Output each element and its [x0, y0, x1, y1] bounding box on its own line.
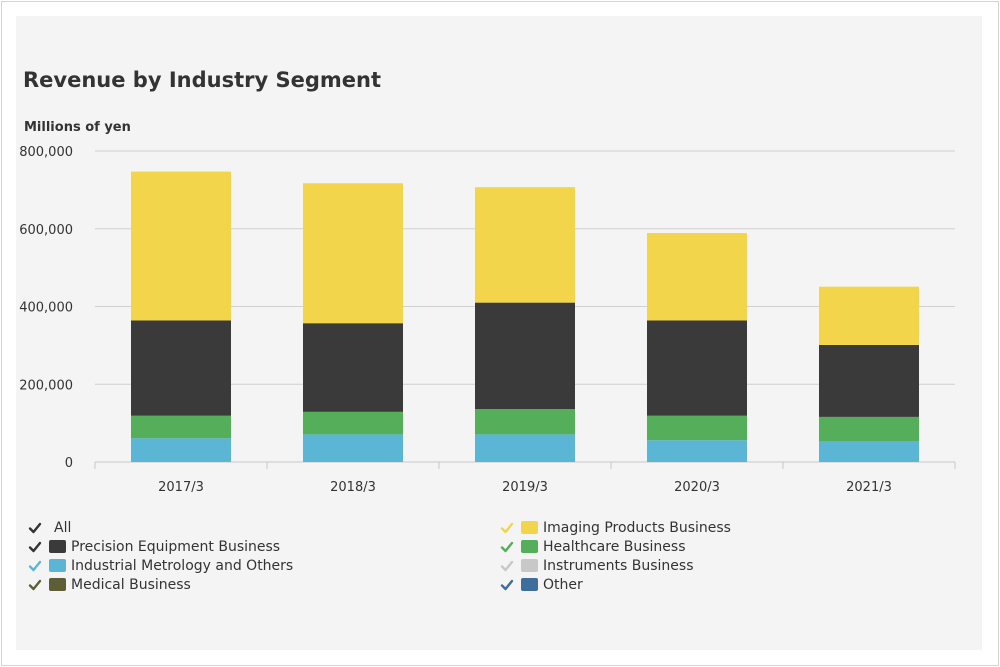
x-tick-label: 2017/3	[158, 480, 204, 495]
bar-segment[interactable]	[131, 438, 231, 462]
checkmark-icon	[500, 559, 514, 573]
y-tick-label: 600,000	[19, 223, 73, 238]
legend-swatch	[49, 559, 66, 572]
bar-segment[interactable]	[475, 434, 575, 462]
legend-swatch	[49, 540, 66, 553]
legend-swatch	[521, 540, 538, 553]
legend-item[interactable]: Precision Equipment Business	[28, 537, 280, 556]
legend-label: Industrial Metrology and Others	[71, 557, 294, 574]
legend-label: All	[54, 519, 72, 536]
bar-segment[interactable]	[819, 286, 919, 345]
legend-item[interactable]: Healthcare Business	[500, 537, 686, 556]
x-tick-label: 2018/3	[330, 480, 376, 495]
legend-item[interactable]: Industrial Metrology and Others	[28, 556, 293, 575]
bar-segment[interactable]	[647, 320, 747, 416]
bar-segment[interactable]	[475, 409, 575, 435]
bar-segment[interactable]	[303, 434, 403, 462]
bar-segment[interactable]	[475, 302, 575, 410]
y-tick-label: 200,000	[19, 378, 73, 393]
legend-swatch	[521, 559, 538, 572]
legend-item[interactable]: Instruments Business	[500, 556, 694, 575]
bar-segment[interactable]	[131, 415, 231, 439]
checkmark-icon	[500, 540, 514, 554]
bar-segment[interactable]	[303, 323, 403, 412]
bar-segment[interactable]	[647, 440, 747, 462]
bar-segment[interactable]	[647, 415, 747, 441]
bar-segment[interactable]	[819, 344, 919, 417]
legend-swatch	[521, 521, 538, 534]
legend-label: Instruments Business	[543, 557, 694, 574]
bar-segment[interactable]	[819, 416, 919, 442]
legend-item[interactable]: Imaging Products Business	[500, 518, 731, 537]
legend-label: Medical Business	[71, 576, 191, 593]
bar-segment[interactable]	[303, 411, 403, 435]
bar-segment[interactable]	[131, 320, 231, 416]
checkmark-icon	[28, 521, 42, 535]
legend-label: Healthcare Business	[543, 538, 686, 555]
unit-label: Millions of yen	[24, 120, 131, 135]
bar-segment[interactable]	[647, 233, 747, 321]
checkmark-icon	[28, 559, 42, 573]
legend-label: Other	[543, 576, 583, 593]
checkmark-icon	[28, 578, 42, 592]
bar-segment[interactable]	[303, 183, 403, 324]
legend-item[interactable]: Other	[500, 575, 583, 594]
x-tick-label: 2021/3	[846, 480, 892, 495]
bar-segment[interactable]	[475, 187, 575, 303]
chart-title: Revenue by Industry Segment	[23, 68, 381, 92]
y-tick-label: 0	[65, 456, 73, 471]
y-tick-label: 400,000	[19, 301, 73, 316]
bar-segment[interactable]	[131, 171, 231, 321]
x-tick-label: 2019/3	[502, 480, 548, 495]
checkmark-icon	[500, 521, 514, 535]
legend-swatch	[521, 578, 538, 591]
legend-item[interactable]: All	[28, 518, 71, 537]
legend-label: Precision Equipment Business	[71, 538, 281, 555]
legend-swatch	[49, 578, 66, 591]
legend-item[interactable]: Medical Business	[28, 575, 191, 594]
y-tick-label: 800,000	[19, 145, 73, 160]
legend-label: Imaging Products Business	[543, 519, 731, 536]
bar-segment[interactable]	[819, 441, 919, 462]
x-tick-label: 2020/3	[674, 480, 720, 495]
checkmark-icon	[500, 578, 514, 592]
checkmark-icon	[28, 540, 42, 554]
